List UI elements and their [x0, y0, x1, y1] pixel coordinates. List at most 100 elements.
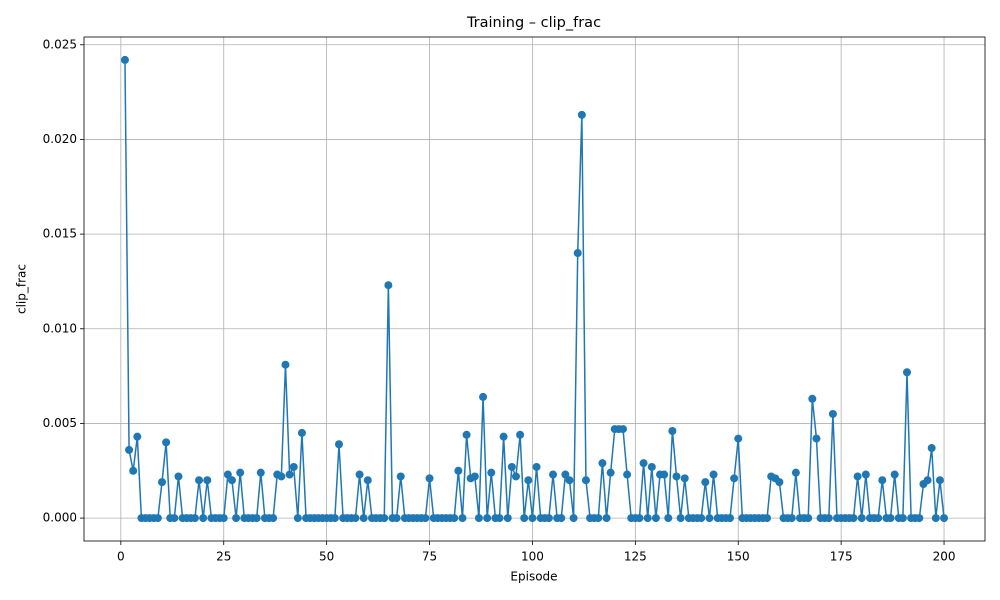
data-point: [791, 468, 800, 477]
data-point: [915, 514, 924, 523]
data-point: [923, 476, 932, 485]
data-point: [129, 466, 138, 475]
data-point: [190, 514, 199, 523]
data-point: [886, 514, 895, 523]
data-point: [281, 360, 290, 369]
data-point: [199, 514, 208, 523]
y-tick-label: 0.010: [43, 321, 77, 335]
data-point: [874, 514, 883, 523]
data-point: [524, 476, 533, 485]
data-point: [726, 514, 735, 523]
data-point: [503, 514, 512, 523]
data-point: [487, 468, 496, 477]
data-point: [639, 459, 648, 468]
data-point: [392, 514, 401, 523]
data-point: [277, 472, 286, 481]
x-tick-label: 125: [624, 550, 647, 564]
data-point: [162, 438, 171, 447]
data-point: [479, 392, 488, 401]
x-tick-label: 175: [830, 550, 853, 564]
data-point: [598, 459, 607, 468]
data-point: [384, 281, 393, 290]
data-point: [577, 110, 586, 119]
data-point: [421, 514, 430, 523]
data-point: [676, 514, 685, 523]
data-point: [898, 514, 907, 523]
data-point: [660, 470, 669, 479]
data-point: [520, 514, 529, 523]
y-tick-label: 0.020: [43, 132, 77, 146]
data-point: [804, 514, 813, 523]
data-point: [557, 514, 566, 523]
data-point: [709, 470, 718, 479]
data-point: [573, 249, 582, 258]
y-tick-label: 0.025: [43, 37, 77, 51]
data-point: [561, 470, 570, 479]
x-tick-label: 25: [216, 550, 231, 564]
data-point: [935, 476, 944, 485]
data-point: [643, 514, 652, 523]
data-point: [635, 514, 644, 523]
data-point: [227, 476, 236, 485]
data-point: [808, 394, 817, 403]
data-point: [351, 514, 360, 523]
x-tick-label: 150: [727, 550, 750, 564]
data-point: [849, 514, 858, 523]
data-point: [203, 476, 212, 485]
data-line: [124, 59, 945, 519]
data-point: [157, 478, 166, 487]
data-point: [511, 472, 520, 481]
data-point: [289, 462, 298, 471]
data-point: [458, 514, 467, 523]
data-point: [223, 470, 232, 479]
data-point: [269, 514, 278, 523]
data-point: [651, 514, 660, 523]
y-tick-label: 0.005: [43, 416, 77, 430]
data-point: [252, 514, 261, 523]
data-point: [236, 468, 245, 477]
data-point: [672, 472, 681, 481]
data-point: [903, 368, 912, 377]
data-point: [219, 514, 228, 523]
data-point: [285, 470, 294, 479]
data-point: [195, 476, 204, 485]
data-point: [602, 514, 611, 523]
data-point: [730, 474, 739, 483]
data-point: [668, 426, 677, 435]
data-point: [828, 409, 837, 418]
data-point: [824, 514, 833, 523]
y-tick-label: 0.000: [43, 511, 77, 525]
data-point: [297, 428, 306, 437]
x-axis-label: Episode: [510, 570, 557, 584]
data-point: [256, 468, 265, 477]
data-point: [170, 514, 179, 523]
data-point: [359, 514, 368, 523]
data-point: [878, 476, 887, 485]
data-point: [697, 514, 706, 523]
data-point: [425, 474, 434, 483]
data-point: [680, 474, 689, 483]
plot-frame: [83, 36, 986, 542]
data-point: [450, 514, 459, 523]
data-point: [174, 472, 183, 481]
data-point: [569, 514, 578, 523]
data-point: [581, 476, 590, 485]
data-point: [454, 466, 463, 475]
data-point: [133, 432, 142, 441]
data-point: [701, 478, 710, 487]
data-point: [363, 476, 372, 485]
data-point: [528, 514, 537, 523]
data-point: [516, 430, 525, 439]
data-point: [499, 432, 508, 441]
data-point: [787, 514, 796, 523]
data-point: [618, 425, 627, 434]
data-point: [544, 514, 553, 523]
data-point: [330, 514, 339, 523]
data-point: [664, 514, 673, 523]
data-point: [474, 514, 483, 523]
data-point: [470, 472, 479, 481]
data-point: [812, 434, 821, 443]
data-point: [890, 470, 899, 479]
x-tick-label: 75: [422, 550, 437, 564]
